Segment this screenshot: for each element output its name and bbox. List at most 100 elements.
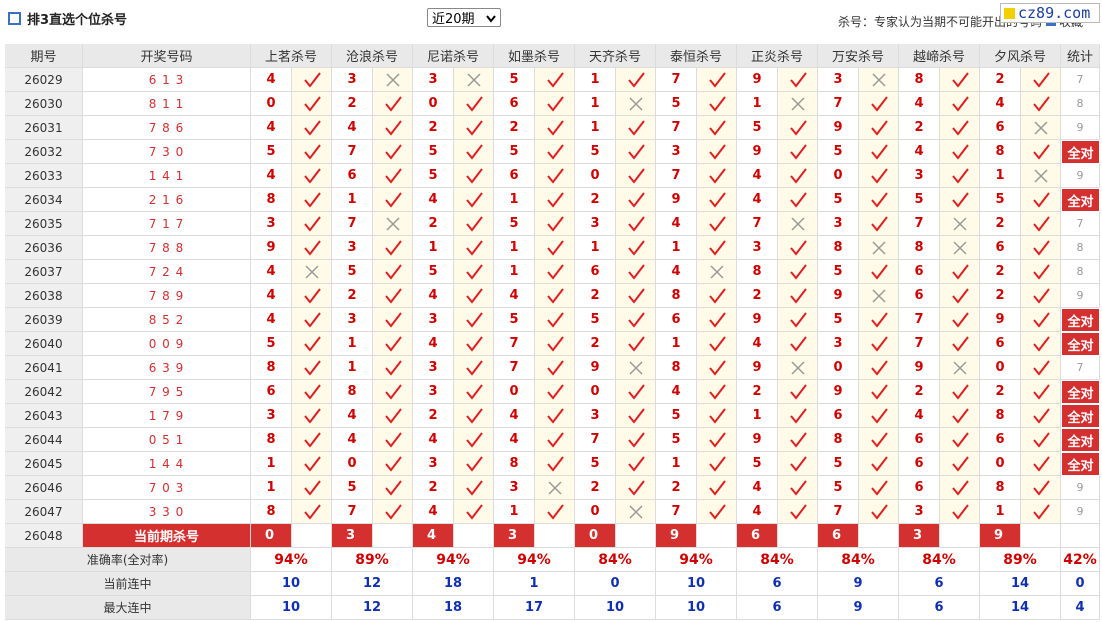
hit-cell bbox=[1021, 140, 1061, 164]
kill-number: 2 bbox=[494, 116, 535, 140]
draw-number: 8 5 2 bbox=[83, 308, 251, 332]
stat: 全对 bbox=[1061, 452, 1100, 476]
check-icon bbox=[465, 95, 483, 112]
check-icon bbox=[303, 215, 321, 232]
hit-cell bbox=[697, 140, 737, 164]
draw-number: 6 3 9 bbox=[83, 356, 251, 380]
check-icon bbox=[870, 263, 888, 280]
hit-cell bbox=[859, 212, 899, 236]
kill-number: 2 bbox=[737, 380, 778, 404]
hit-cell bbox=[535, 212, 575, 236]
kill-number: 5 bbox=[737, 116, 778, 140]
check-icon bbox=[951, 167, 969, 184]
cross-icon bbox=[871, 72, 886, 87]
period: 26048 bbox=[5, 524, 83, 548]
hit-cell bbox=[616, 92, 656, 116]
check-icon bbox=[627, 215, 645, 232]
stat: 全对 bbox=[1061, 428, 1100, 452]
check-icon bbox=[384, 383, 402, 400]
kill-number: 6 bbox=[494, 164, 535, 188]
period-select[interactable]: 近20期 bbox=[427, 8, 501, 27]
current-kill: 4 bbox=[413, 524, 454, 548]
hit-cell bbox=[697, 452, 737, 476]
kill-number: 8 bbox=[251, 356, 292, 380]
hit-cell bbox=[535, 356, 575, 380]
hit-cell bbox=[1021, 356, 1061, 380]
check-icon bbox=[789, 191, 807, 208]
cross-icon bbox=[466, 72, 481, 87]
check-icon bbox=[384, 455, 402, 472]
hit-cell bbox=[616, 452, 656, 476]
hit-cell bbox=[535, 452, 575, 476]
hit-cell bbox=[778, 188, 818, 212]
hit-cell bbox=[778, 428, 818, 452]
draw-number: 7 1 7 bbox=[83, 212, 251, 236]
summary-value: 94% bbox=[494, 548, 575, 572]
summary-value: 17 bbox=[494, 596, 575, 620]
kill-number: 4 bbox=[332, 428, 373, 452]
kill-number: 5 bbox=[656, 92, 697, 116]
hit-cell bbox=[373, 236, 413, 260]
check-icon bbox=[951, 95, 969, 112]
check-icon bbox=[384, 95, 402, 112]
summary-value: 42% bbox=[1061, 548, 1100, 572]
kill-number: 5 bbox=[494, 212, 535, 236]
hit-cell bbox=[859, 260, 899, 284]
empty-cell bbox=[859, 524, 899, 548]
empty-cell bbox=[616, 524, 656, 548]
kill-number: 4 bbox=[251, 308, 292, 332]
check-icon bbox=[708, 335, 726, 352]
kill-number: 7 bbox=[656, 500, 697, 524]
stat: 8 bbox=[1061, 260, 1100, 284]
check-icon bbox=[870, 191, 888, 208]
draw-number: 7 2 4 bbox=[83, 260, 251, 284]
kill-number: 2 bbox=[413, 212, 454, 236]
hit-cell bbox=[616, 356, 656, 380]
kill-number: 8 bbox=[980, 476, 1021, 500]
column-header: 天齐杀号 bbox=[575, 44, 656, 68]
check-icon bbox=[951, 263, 969, 280]
hit-cell bbox=[859, 476, 899, 500]
hit-cell bbox=[292, 116, 332, 140]
check-icon bbox=[546, 503, 564, 520]
check-icon bbox=[627, 407, 645, 424]
draw-number: 0 0 9 bbox=[83, 332, 251, 356]
hit-cell bbox=[940, 164, 980, 188]
stat: 9 bbox=[1061, 476, 1100, 500]
kill-number: 5 bbox=[818, 452, 859, 476]
hit-cell bbox=[616, 212, 656, 236]
check-icon bbox=[627, 383, 645, 400]
hit-cell bbox=[697, 260, 737, 284]
check-icon bbox=[708, 143, 726, 160]
cross-icon bbox=[790, 216, 805, 231]
kill-number: 2 bbox=[737, 284, 778, 308]
kill-number: 2 bbox=[575, 476, 616, 500]
current-kill: 0 bbox=[575, 524, 616, 548]
hit-cell bbox=[1021, 116, 1061, 140]
kill-number: 9 bbox=[980, 308, 1021, 332]
check-icon bbox=[465, 143, 483, 160]
kill-number: 5 bbox=[494, 68, 535, 92]
check-icon bbox=[789, 119, 807, 136]
check-icon bbox=[1032, 71, 1050, 88]
summary-value: 10 bbox=[251, 572, 332, 596]
hit-cell bbox=[292, 212, 332, 236]
hit-cell bbox=[940, 260, 980, 284]
check-icon bbox=[708, 239, 726, 256]
hit-cell bbox=[292, 92, 332, 116]
check-icon bbox=[708, 287, 726, 304]
kill-number: 5 bbox=[656, 428, 697, 452]
column-header: 尼诺杀号 bbox=[413, 44, 494, 68]
hit-cell bbox=[373, 428, 413, 452]
hit-cell bbox=[373, 68, 413, 92]
column-header: 期号 bbox=[5, 44, 83, 68]
check-icon bbox=[546, 215, 564, 232]
check-icon bbox=[1032, 143, 1050, 160]
check-icon bbox=[627, 287, 645, 304]
hit-cell bbox=[1021, 236, 1061, 260]
hit-cell bbox=[373, 164, 413, 188]
cross-icon bbox=[628, 96, 643, 111]
kill-number: 0 bbox=[575, 164, 616, 188]
kill-number: 6 bbox=[980, 236, 1021, 260]
kill-number: 8 bbox=[251, 428, 292, 452]
